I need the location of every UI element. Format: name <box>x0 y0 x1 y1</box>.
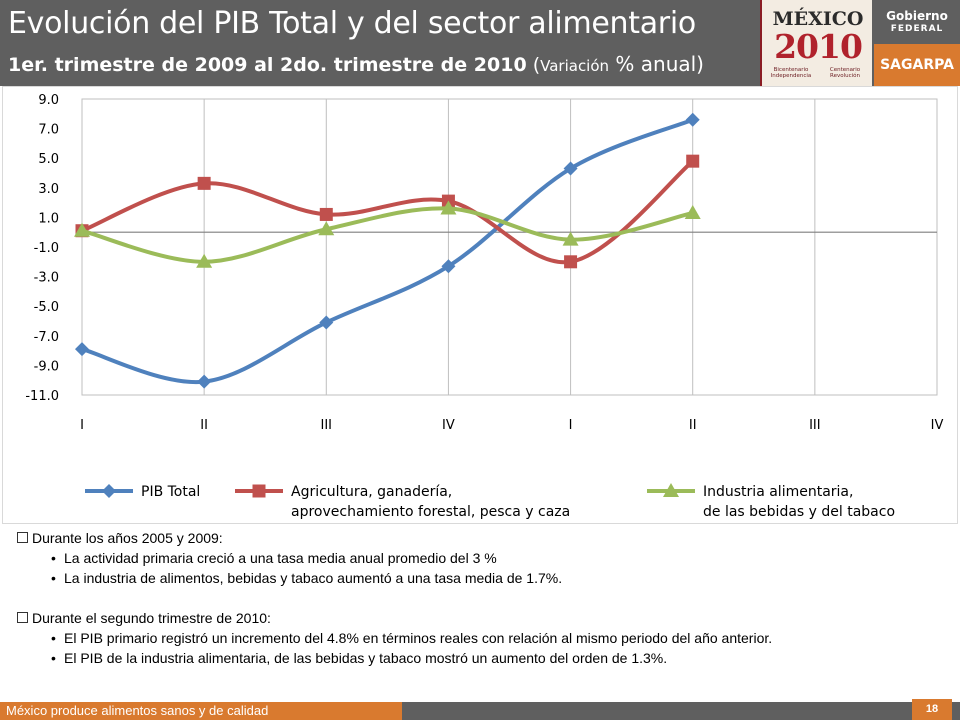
chart-area: 9.0 7.0 5.0 3.0 1.0 -1.0 -3.0 -5.0 -7.0 -9.0 -11.0… <box>2 86 958 524</box>
checkbox-bullet-icon <box>17 532 28 543</box>
bullet-icon: • <box>51 550 56 566</box>
y-tick-label: -1.0 <box>34 241 59 256</box>
data-point <box>440 200 457 215</box>
y-tick-label: 5.0 <box>38 152 59 167</box>
series-line-2 <box>81 159 694 265</box>
data-point <box>197 176 211 190</box>
gobierno-federal-logo: Gobierno FEDERAL <box>874 0 960 44</box>
y-tick-label: -3.0 <box>34 271 59 286</box>
bicentenario-line2: Independencia <box>770 73 812 79</box>
subtitle-variacion: Variación <box>540 57 610 75</box>
note-section-2: Durante el segundo trimestre de 2010: <box>16 608 946 628</box>
x-tick-label: IV <box>442 418 455 433</box>
centenario-line2: Revolución <box>830 73 860 79</box>
data-point <box>318 221 335 236</box>
bullet-icon: • <box>51 630 56 646</box>
data-point <box>74 222 90 237</box>
x-tick-label: IV <box>931 418 944 433</box>
x-tick-label: II <box>200 418 208 433</box>
note-section-2-title: Durante el segundo trimestre de 2010: <box>32 610 271 626</box>
slide-subtitle: 1er. trimestre de 2009 al 2do. trimestre… <box>8 52 704 76</box>
slide-footer: México produce alimentos sanos y de cali… <box>0 699 960 720</box>
list-item-text: El PIB de la industria alimentaria, de l… <box>64 650 668 666</box>
data-point <box>563 161 578 176</box>
legend-marker <box>102 484 116 498</box>
subtitle-paren-open: ( <box>526 54 541 76</box>
data-point <box>685 112 700 127</box>
legend-label: Industria alimentaria, <box>703 484 853 500</box>
notes-section: Durante los años 2005 y 2009: • La activi… <box>16 528 946 668</box>
data-point <box>319 315 334 330</box>
subtitle-period: 1er. trimestre de 2009 al 2do. trimestre… <box>8 54 527 76</box>
sagarpa-logo: SAGARPA <box>874 44 960 86</box>
y-tick-label: 1.0 <box>38 211 59 226</box>
mexico-2010-logo: MÉXICO 2010 Bicentenario Independencia Ce… <box>760 0 872 86</box>
mexico-logo-word: MÉXICO <box>772 8 864 30</box>
x-tick-label: II <box>689 418 697 433</box>
y-tick-label: -11.0 <box>25 389 59 404</box>
data-point <box>197 374 212 389</box>
data-point <box>562 231 579 246</box>
legend-label: PIB Total <box>141 484 200 500</box>
list-item-text: La actividad primaria creció a una tasa … <box>64 550 497 566</box>
page-number: 18 <box>912 699 952 720</box>
bullet-icon: • <box>51 570 56 586</box>
x-tick-label: III <box>321 418 333 433</box>
centenario-label: Centenario Revolución <box>820 67 870 79</box>
plot-border <box>81 98 938 396</box>
data-point <box>684 204 701 219</box>
legend-label: Agricultura, ganadería, <box>291 484 452 500</box>
legend-marker <box>663 483 679 497</box>
mexico-logo-year: 2010 <box>774 27 863 66</box>
x-tick-label: I <box>569 418 573 433</box>
legend-label: aprovechamiento forestal, pesca y caza <box>291 504 570 520</box>
centenario-line1: Centenario <box>829 67 861 73</box>
line-chart: 9.0 7.0 5.0 3.0 1.0 -1.0 -3.0 -5.0 -7.0 -9.0 -11.0… <box>25 93 944 520</box>
slide-title: Evolución del PIB Total y del sector ali… <box>8 6 696 41</box>
note-section-1: Durante los años 2005 y 2009: <box>16 528 946 548</box>
data-point <box>196 253 213 268</box>
list-item-text: El PIB primario registró un incremento d… <box>64 630 773 646</box>
legend-label: de las bebidas y del tabaco <box>703 504 895 520</box>
data-point <box>319 207 333 221</box>
list-item: • El PIB primario registró un incremento … <box>16 628 946 648</box>
list-item: • La actividad primaria creció a una tasa… <box>16 548 946 568</box>
list-item: • El PIB de la industria alimentaria, de … <box>16 648 946 668</box>
y-tick-label: -7.0 <box>34 330 59 345</box>
series-line-3 <box>81 206 694 264</box>
bullet-icon: • <box>51 650 56 666</box>
data-point <box>75 342 89 357</box>
subtitle-unit: % anual) <box>609 52 704 76</box>
list-item: • La industria de alimentos, bebidas y ta… <box>16 568 946 588</box>
y-tick-label: 9.0 <box>38 93 59 108</box>
data-point <box>686 154 700 168</box>
note-section-1-title: Durante los años 2005 y 2009: <box>32 530 223 546</box>
data-point <box>441 259 456 274</box>
y-tick-label: -9.0 <box>34 359 59 374</box>
x-tick-label: III <box>809 418 821 433</box>
footer-slogan: México produce alimentos sanos y de cali… <box>0 702 402 720</box>
y-tick-label: 3.0 <box>38 182 59 197</box>
gobierno-line1: Gobierno <box>886 9 948 23</box>
bicentenario-label: Bicentenario Independencia <box>766 67 816 79</box>
checkbox-bullet-icon <box>17 612 28 623</box>
gobierno-line2: FEDERAL <box>890 24 944 34</box>
x-tick-label: I <box>80 418 84 433</box>
series-line-1 <box>81 117 694 385</box>
list-item-text: La industria de alimentos, bebidas y tab… <box>64 570 563 586</box>
data-point <box>564 255 578 269</box>
bicentenario-line1: Bicentenario <box>773 67 809 73</box>
legend-marker <box>252 484 266 498</box>
y-tick-label: 7.0 <box>38 123 59 138</box>
y-tick-label: -5.0 <box>34 300 59 315</box>
